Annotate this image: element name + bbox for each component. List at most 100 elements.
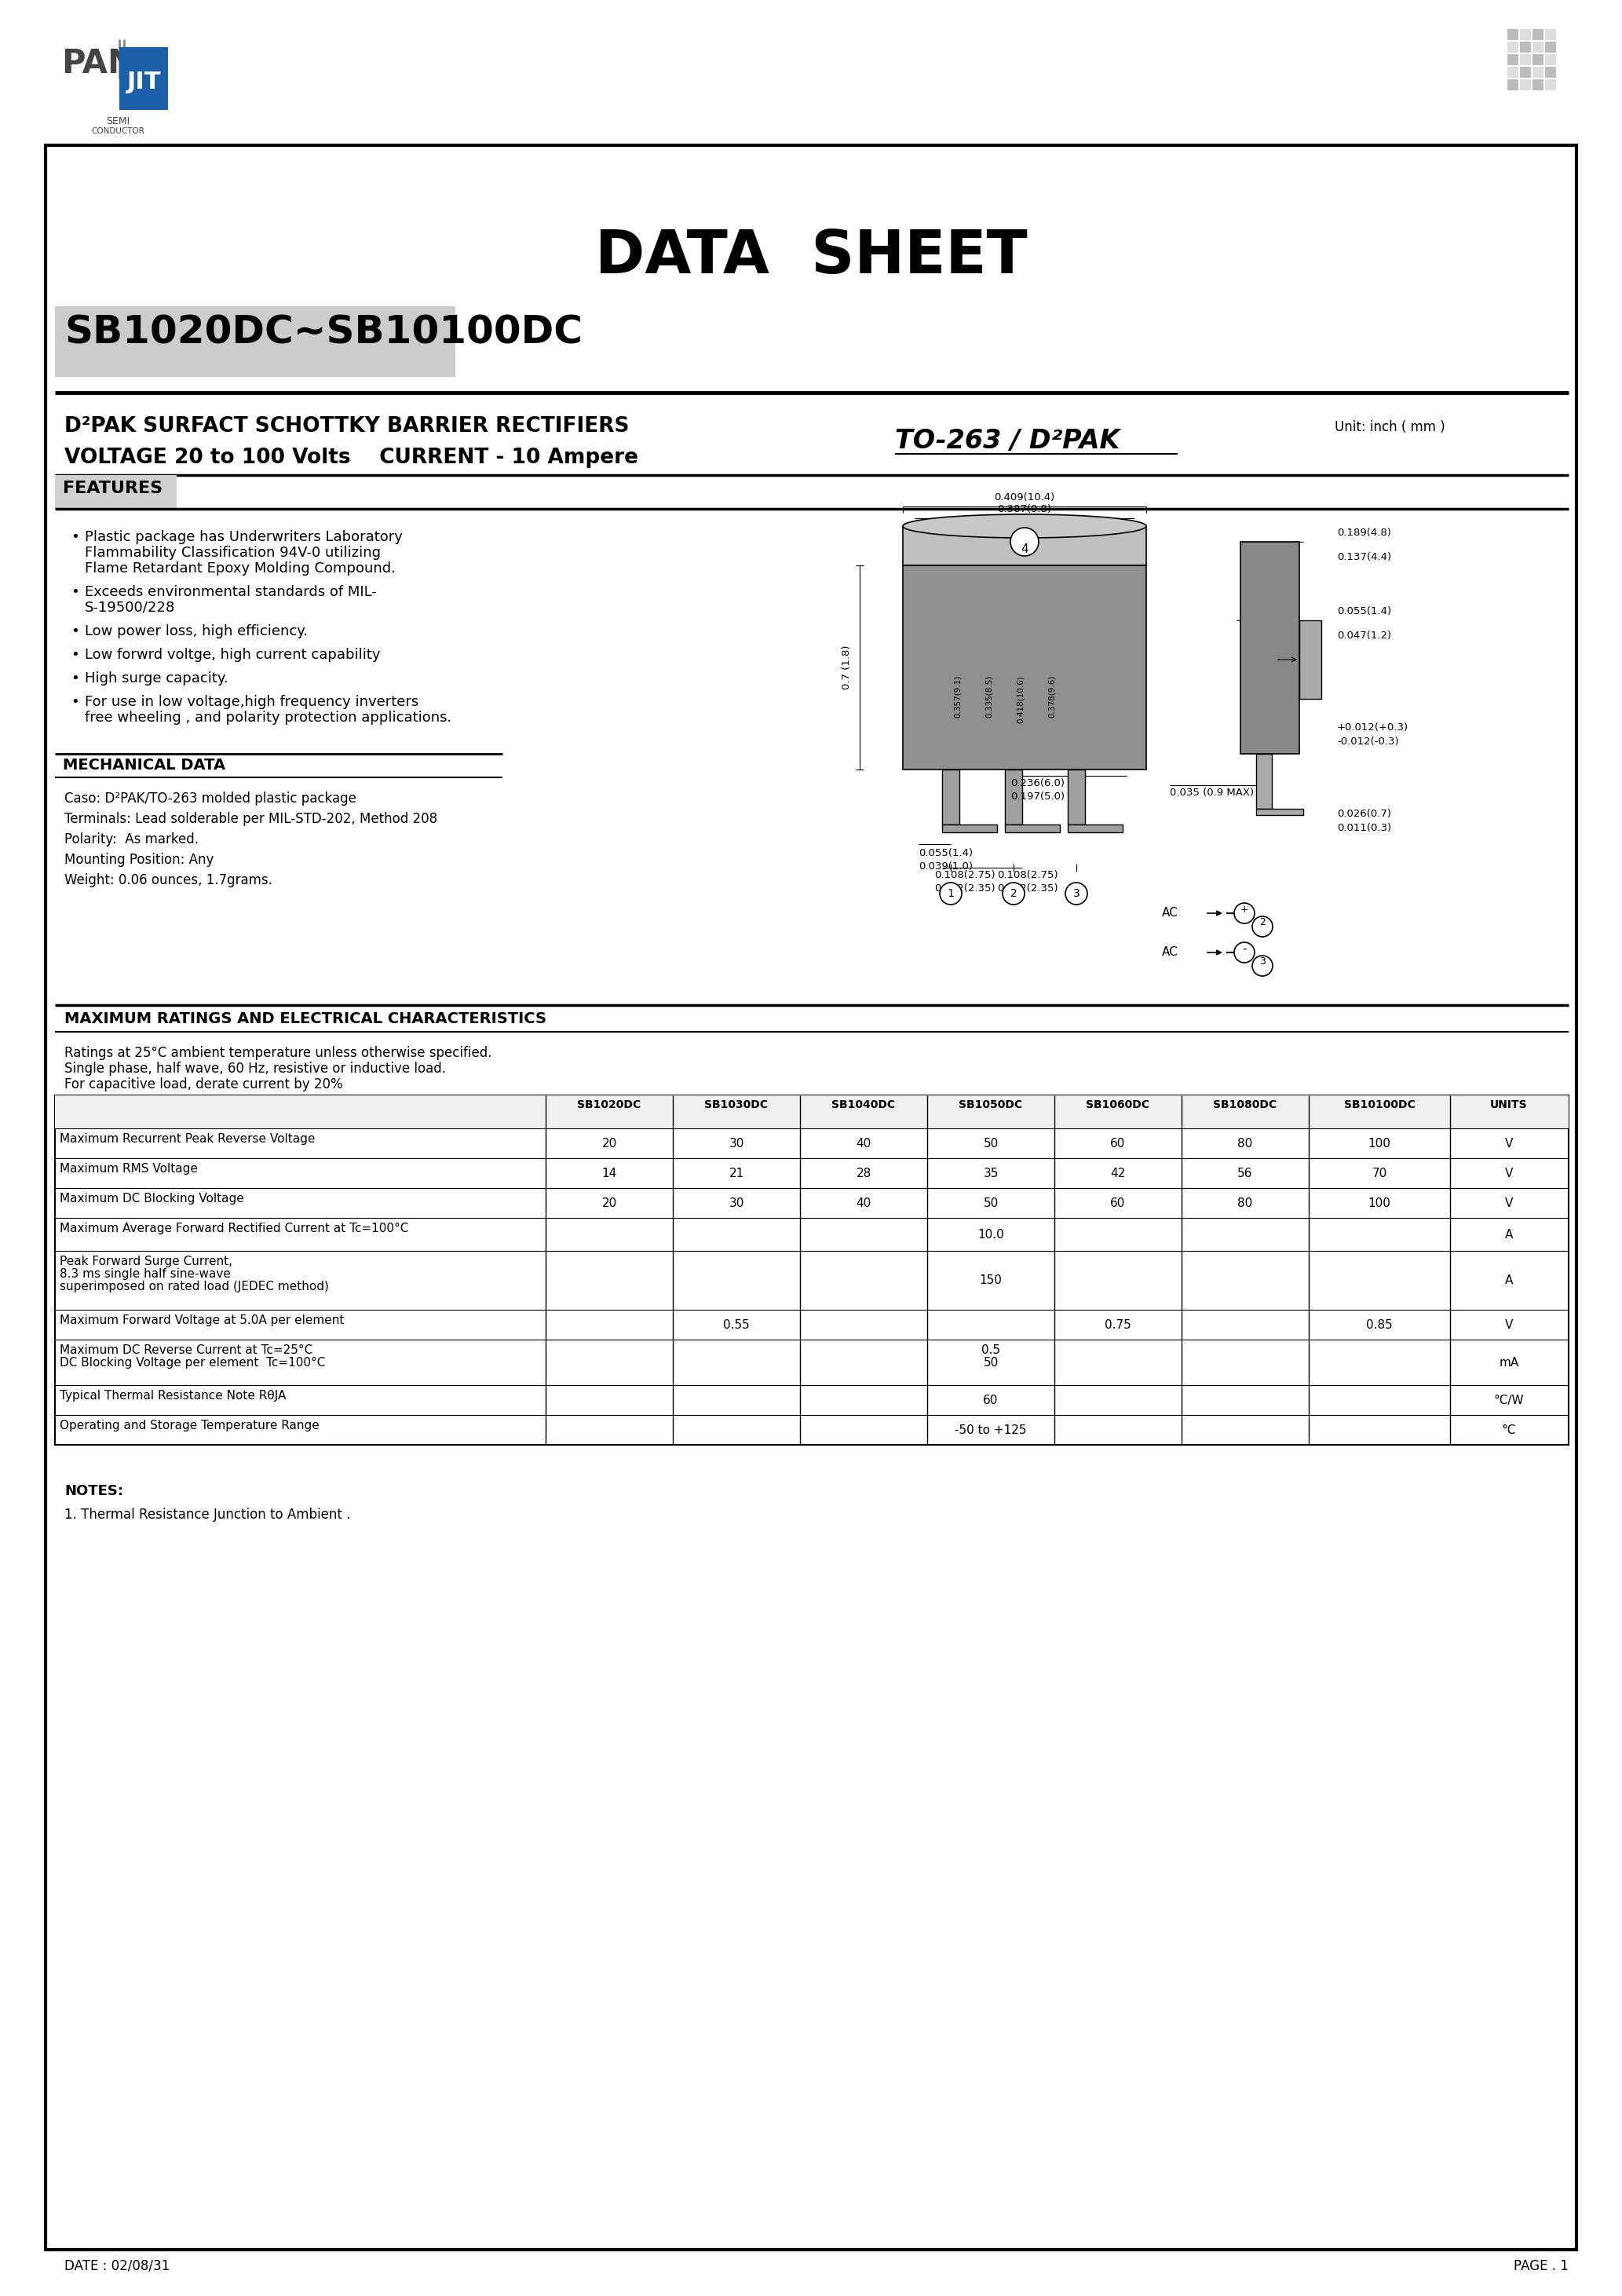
Circle shape [1234,941,1254,962]
Text: PAGE . 1: PAGE . 1 [1513,2259,1568,2273]
Text: 0.092(2.35): 0.092(2.35) [934,884,996,893]
Text: JIT: JIT [127,71,161,94]
Text: FEATURES: FEATURES [63,480,162,496]
Text: SB1030DC: SB1030DC [704,1100,769,1111]
Bar [1533,55,1544,64]
Text: NOTES:: NOTES: [65,1483,123,1499]
Text: 3: 3 [1259,957,1265,967]
Text: 100: 100 [1367,1139,1390,1150]
Text: 0.055(1.4): 0.055(1.4) [1337,606,1392,615]
Text: 0.026(0.7): 0.026(0.7) [1337,808,1392,820]
Bar [903,565,1147,769]
Text: PAN: PAN [62,48,135,80]
Text: DC Blocking Voltage per element  Tc=100°C: DC Blocking Voltage per element Tc=100°C [60,1357,326,1368]
Text: V: V [1505,1199,1513,1210]
Text: 0.035 (0.9 MAX): 0.035 (0.9 MAX) [1169,788,1254,797]
Text: 0.55: 0.55 [723,1320,749,1332]
Text: 60: 60 [1111,1199,1126,1210]
Text: Operating and Storage Temperature Range: Operating and Storage Temperature Range [60,1419,320,1430]
Bar [1520,41,1531,53]
Bar [55,305,456,377]
Bar [1241,542,1299,753]
Bar [1546,55,1555,64]
Text: SB1080DC: SB1080DC [1213,1100,1277,1111]
Text: S-19500/228: S-19500/228 [84,602,175,615]
Text: 0.409(10.4): 0.409(10.4) [994,491,1054,503]
Text: Typical Thermal Resistance Note RθJA: Typical Thermal Resistance Note RθJA [60,1389,285,1401]
Text: 0.387(9.8): 0.387(9.8) [998,505,1051,514]
Bar [1546,67,1555,78]
Text: 60: 60 [983,1394,999,1407]
Bar [1255,753,1272,808]
Text: Flame Retardant Epoxy Molding Compound.: Flame Retardant Epoxy Molding Compound. [84,563,396,576]
Bar [1006,769,1022,824]
Text: Caso: D²PAK/TO-263 molded plastic package: Caso: D²PAK/TO-263 molded plastic packag… [65,792,357,806]
Text: 0.055(1.4): 0.055(1.4) [918,847,973,859]
Text: 0.108(2.75): 0.108(2.75) [998,870,1058,879]
Bar [1067,769,1085,824]
Text: 0.335(8.5): 0.335(8.5) [985,675,993,719]
Text: Mounting Position: Any: Mounting Position: Any [65,852,214,868]
Bar [1546,30,1555,39]
Text: 50: 50 [983,1199,999,1210]
Text: 0.378(9.6): 0.378(9.6) [1048,675,1056,719]
Circle shape [1002,882,1025,905]
Bar [1299,620,1322,698]
Text: 20: 20 [602,1139,616,1150]
Text: SB1020DC: SB1020DC [577,1100,641,1111]
Text: Low forwrd voltge, high current capability: Low forwrd voltge, high current capabili… [84,647,381,661]
Text: +: + [1241,905,1249,914]
Bar [942,824,998,833]
Text: MAXIMUM RATINGS AND ELECTRICAL CHARACTERISTICS: MAXIMUM RATINGS AND ELECTRICAL CHARACTER… [65,1010,547,1026]
Circle shape [1066,882,1087,905]
Text: 100: 100 [1367,1199,1390,1210]
Text: •: • [71,647,79,661]
Text: 2: 2 [1259,918,1265,928]
Text: 4: 4 [1020,542,1028,556]
Text: free wheeling , and polarity protection applications.: free wheeling , and polarity protection … [84,712,451,726]
Text: SEMI: SEMI [105,117,130,126]
Text: DATA  SHEET: DATA SHEET [595,227,1027,285]
Text: Ratings at 25°C ambient temperature unless otherwise specified.: Ratings at 25°C ambient temperature unle… [65,1047,491,1061]
Bar [1006,824,1059,833]
Text: +0.012(+0.3): +0.012(+0.3) [1337,723,1408,732]
Text: 56: 56 [1238,1169,1252,1180]
Text: 80: 80 [1238,1199,1252,1210]
Bar [1546,80,1555,90]
Text: Maximum DC Reverse Current at Tc=25°C: Maximum DC Reverse Current at Tc=25°C [60,1343,313,1357]
Text: UNITS: UNITS [1491,1100,1528,1111]
Text: 0.236(6.0): 0.236(6.0) [1011,778,1064,788]
Text: DATE : 02/08/31: DATE : 02/08/31 [65,2259,170,2273]
Text: For use in low voltage,high frequency inverters: For use in low voltage,high frequency in… [84,696,418,709]
Text: 0.108(2.75): 0.108(2.75) [934,870,996,879]
Circle shape [1252,955,1273,976]
Text: Plastic package has Underwriters Laboratory: Plastic package has Underwriters Laborat… [84,530,402,544]
Text: TO-263 / D²PAK: TO-263 / D²PAK [895,427,1119,455]
Text: 0.85: 0.85 [1366,1320,1393,1332]
Bar [942,769,959,824]
Text: 0.5: 0.5 [981,1343,1001,1357]
Text: •: • [71,585,79,599]
Bar [903,526,1147,565]
Circle shape [1011,528,1038,556]
Text: AC: AC [1161,907,1178,918]
Bar [1255,808,1302,815]
Text: VOLTAGE 20 to 100 Volts    CURRENT - 10 Ampere: VOLTAGE 20 to 100 Volts CURRENT - 10 Amp… [65,448,639,468]
Text: AC: AC [1161,946,1178,957]
Text: 150: 150 [980,1274,1002,1286]
Text: °C/W: °C/W [1494,1394,1525,1407]
Text: SB1060DC: SB1060DC [1087,1100,1150,1111]
Bar [1533,67,1544,78]
Text: Peak Forward Surge Current,: Peak Forward Surge Current, [60,1256,232,1267]
Text: A: A [1505,1228,1513,1240]
Ellipse shape [903,514,1147,537]
Text: 40: 40 [856,1199,871,1210]
Text: Maximum DC Blocking Voltage: Maximum DC Blocking Voltage [60,1192,243,1205]
Text: mA: mA [1499,1357,1518,1368]
Text: 0.092(2.35): 0.092(2.35) [998,884,1058,893]
Text: V: V [1505,1320,1513,1332]
Text: 10.0: 10.0 [978,1228,1004,1240]
Text: °C: °C [1502,1424,1517,1437]
Text: 80: 80 [1238,1139,1252,1150]
Text: 3: 3 [1072,889,1080,900]
